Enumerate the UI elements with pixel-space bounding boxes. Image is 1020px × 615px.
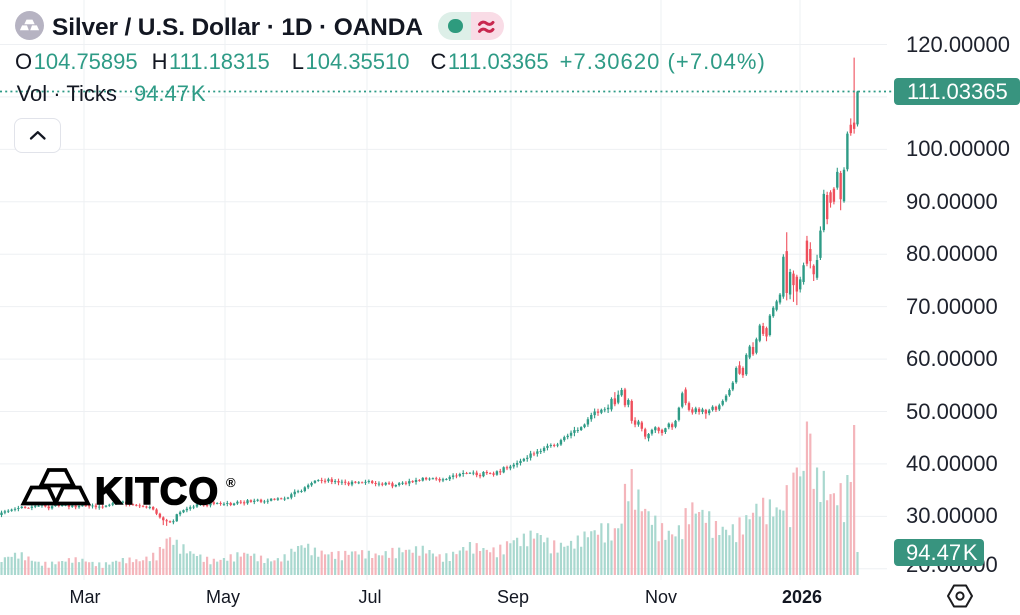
svg-text:®: ® — [226, 475, 236, 490]
svg-text:KITCO: KITCO — [95, 471, 219, 513]
